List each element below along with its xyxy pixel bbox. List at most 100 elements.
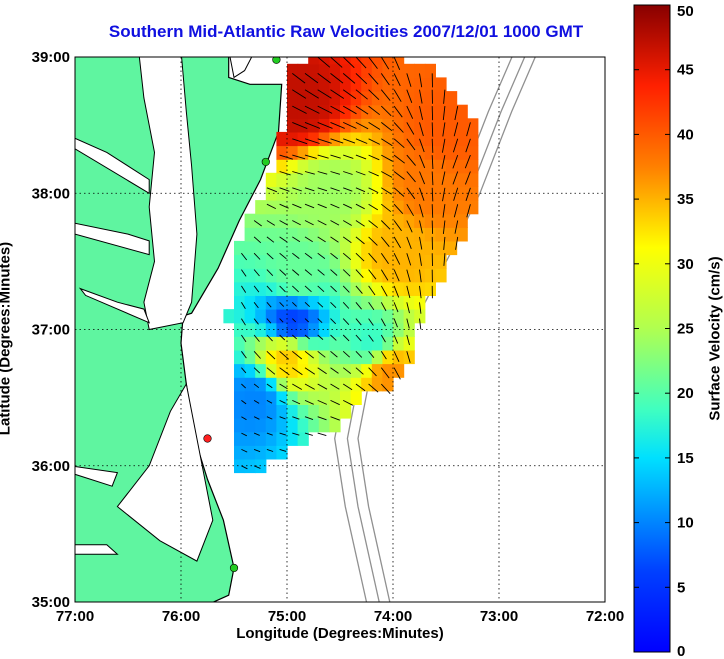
velocity-cell: [234, 281, 246, 296]
velocity-cell: [403, 159, 415, 174]
velocity-vector: [381, 154, 393, 162]
velocity-vector: [342, 236, 352, 244]
velocity-cell: [361, 213, 373, 228]
velocity-cell: [329, 240, 341, 256]
velocity-cell: [393, 309, 405, 324]
velocity-vector: [443, 253, 446, 266]
velocity-cell: [371, 377, 383, 392]
velocity-vector: [253, 448, 261, 453]
velocity-cell: [308, 295, 320, 310]
velocity-cell: [361, 200, 373, 215]
velocity-cell: [287, 186, 299, 201]
velocity-cell: [308, 77, 320, 92]
velocity-vector: [279, 220, 289, 226]
velocity-vector: [355, 334, 362, 342]
y-tick-label: 39:00: [32, 49, 70, 66]
velocity-cell: [318, 363, 330, 378]
velocity-vector: [453, 187, 459, 201]
estuary-1: [229, 57, 253, 79]
velocity-vector: [355, 383, 366, 392]
velocity-vector: [442, 106, 446, 121]
estuary-4: [75, 222, 150, 256]
velocity-cell: [414, 77, 426, 92]
estuary-7: [75, 544, 119, 555]
velocity-cell: [340, 118, 352, 133]
velocity-cell: [340, 227, 352, 242]
velocity-cell: [393, 281, 405, 296]
velocity-vector: [419, 73, 423, 88]
velocity-cell: [446, 159, 458, 174]
velocity-cell: [424, 213, 436, 228]
velocity-vector: [443, 236, 446, 250]
velocity-cell: [318, 227, 330, 242]
velocity-vector: [443, 89, 446, 104]
velocity-vector: [368, 203, 379, 211]
velocity-cell: [435, 91, 447, 106]
velocity-cell: [382, 118, 394, 133]
velocity-cell: [403, 77, 415, 92]
velocity-cell: [276, 145, 288, 160]
velocity-cell: [255, 309, 267, 324]
estuary-2: [116, 382, 214, 562]
velocity-cell: [446, 118, 458, 133]
velocity-vector: [342, 105, 357, 115]
velocity-cell: [265, 377, 277, 392]
velocity-vector: [380, 73, 390, 86]
velocity-cell: [382, 295, 394, 310]
velocity-vector: [241, 351, 247, 359]
velocity-cell: [244, 418, 256, 433]
velocity-vector: [266, 367, 276, 375]
velocity-vector: [291, 301, 297, 307]
velocity-cell: [329, 118, 341, 133]
velocity-vector: [393, 89, 402, 102]
velocity-cell: [371, 77, 383, 92]
velocity-cell: [329, 104, 341, 119]
velocity-cell: [255, 336, 267, 351]
velocity-cell: [361, 240, 373, 256]
velocity-vector: [419, 204, 424, 218]
velocity-vector: [279, 252, 287, 260]
velocity-vector: [330, 269, 338, 276]
velocity-vector: [292, 105, 307, 114]
velocity-vector: [419, 285, 422, 299]
velocity-cell: [371, 363, 383, 378]
velocity-cell: [371, 57, 383, 65]
velocity-cell: [318, 418, 330, 433]
chart-title: Southern Mid-Atlantic Raw Velocities 200…: [108, 22, 584, 41]
velocity-cell: [318, 404, 330, 419]
velocity-cell: [350, 186, 362, 201]
velocity-cell: [340, 295, 352, 310]
velocity-vector: [355, 171, 366, 176]
velocity-cell: [414, 63, 426, 78]
velocity-vector: [466, 122, 471, 137]
velocity-vector: [380, 220, 391, 230]
velocity-cell: [435, 159, 447, 174]
velocity-cell: [361, 268, 373, 283]
velocity-cell: [382, 213, 394, 228]
velocity-vector: [431, 138, 434, 153]
velocity-cell: [446, 172, 458, 187]
velocity-vector: [342, 57, 355, 69]
velocity-cell: [371, 227, 383, 242]
velocity-vector: [452, 171, 459, 185]
velocity-vector: [292, 269, 300, 276]
velocity-vector: [330, 154, 341, 159]
velocity-cell: [435, 200, 447, 215]
velocity-vector: [380, 367, 390, 379]
velocity-vector: [368, 105, 380, 116]
velocity-vector: [342, 220, 352, 226]
velocity-cell: [456, 145, 468, 160]
velocity-cell: [361, 118, 373, 133]
velocity-vector: [368, 73, 379, 85]
velocity-cell: [297, 418, 309, 433]
velocity-cell: [403, 309, 415, 324]
velocity-cell: [371, 336, 383, 351]
velocity-vector: [343, 187, 353, 192]
x-tick-label: 74:00: [374, 608, 412, 625]
velocity-cell: [350, 91, 362, 106]
velocity-cell: [287, 240, 299, 256]
velocity-cell: [456, 159, 468, 174]
velocity-cell: [329, 281, 341, 296]
colorbar-tick-label: 0: [677, 643, 685, 659]
velocity-cell: [371, 159, 383, 174]
